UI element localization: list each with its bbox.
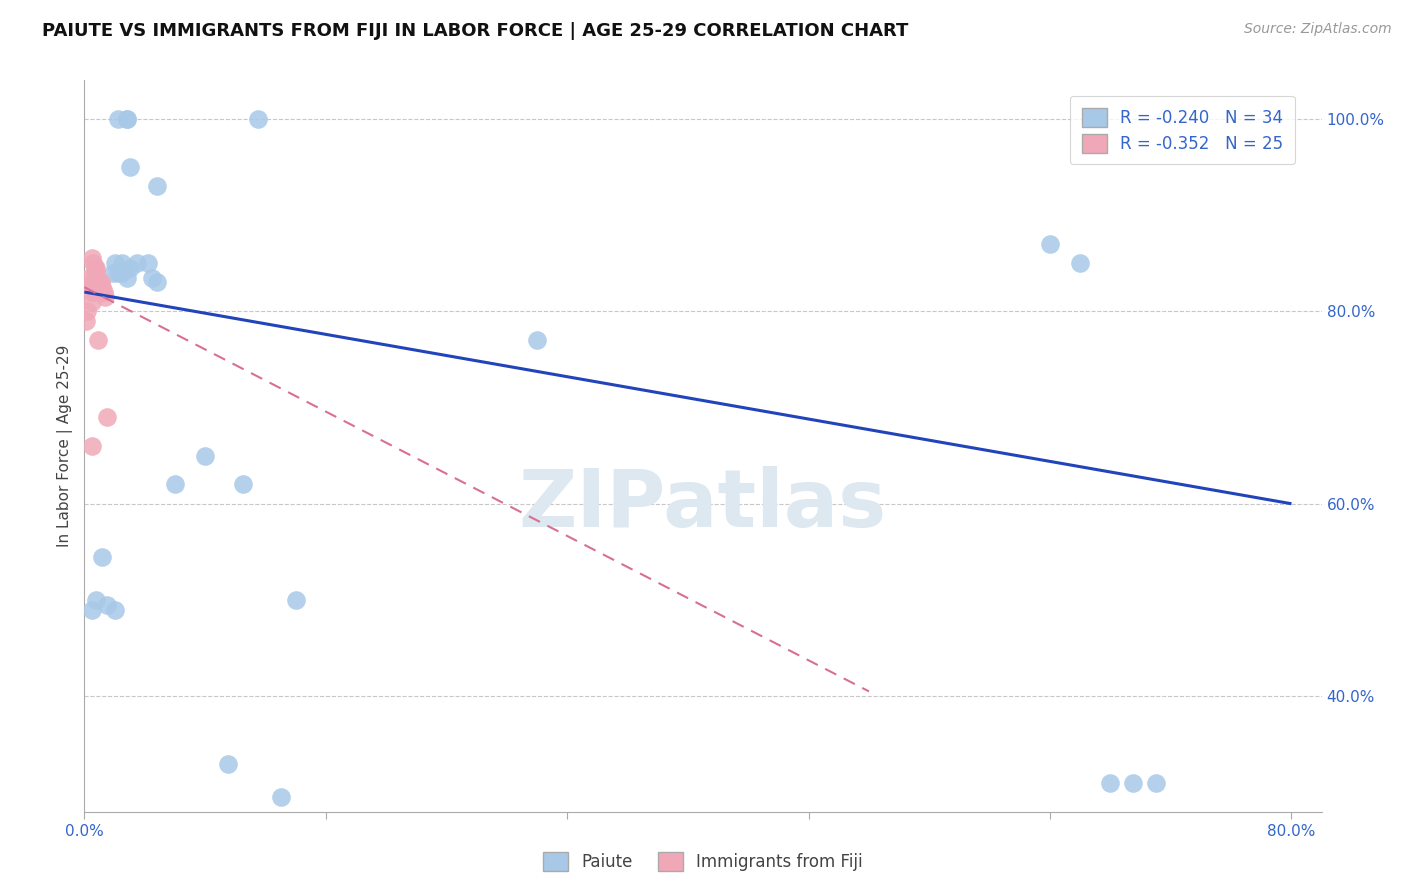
Point — [141, 270, 163, 285]
Point — [107, 112, 129, 126]
Point — [82, 276, 104, 290]
Point — [96, 410, 118, 425]
Point — [146, 276, 169, 290]
Point — [82, 256, 104, 270]
Point — [84, 285, 107, 299]
Point — [194, 449, 217, 463]
Point — [146, 179, 169, 194]
Point — [86, 266, 108, 280]
Point — [118, 260, 141, 275]
Point — [89, 276, 111, 290]
Point — [84, 260, 107, 275]
Text: PAIUTE VS IMMIGRANTS FROM FIJI IN LABOR FORCE | AGE 25-29 CORRELATION CHART: PAIUTE VS IMMIGRANTS FROM FIJI IN LABOR … — [42, 22, 908, 40]
Text: ZIPatlas: ZIPatlas — [519, 466, 887, 543]
Point — [80, 285, 103, 299]
Point — [86, 260, 108, 275]
Y-axis label: In Labor Force | Age 25-29: In Labor Force | Age 25-29 — [58, 345, 73, 547]
Point — [115, 112, 138, 126]
Point — [1122, 776, 1144, 790]
Point — [91, 280, 114, 294]
Point — [103, 602, 125, 616]
Point — [136, 256, 159, 270]
Point — [111, 266, 134, 280]
Point — [91, 285, 114, 299]
Point — [232, 477, 254, 491]
Point — [87, 333, 110, 347]
Point — [246, 112, 269, 126]
Point — [526, 333, 548, 347]
Point — [86, 593, 108, 607]
Point — [163, 477, 186, 491]
Point — [87, 276, 110, 290]
Point — [217, 756, 239, 771]
Point — [111, 256, 134, 270]
Point — [75, 314, 97, 328]
Point — [101, 266, 124, 280]
Point — [103, 256, 125, 270]
Point — [94, 290, 117, 304]
Point — [86, 270, 108, 285]
Point — [76, 304, 98, 318]
Point — [93, 285, 115, 299]
Point — [1069, 256, 1091, 270]
Point — [1039, 236, 1062, 251]
Point — [1144, 776, 1167, 790]
Point — [91, 549, 114, 564]
Text: Source: ZipAtlas.com: Source: ZipAtlas.com — [1244, 22, 1392, 37]
Point — [115, 112, 138, 126]
Point — [96, 598, 118, 612]
Point — [118, 160, 141, 174]
Point — [80, 439, 103, 453]
Point — [1099, 776, 1122, 790]
Point — [80, 294, 103, 309]
Point — [284, 593, 307, 607]
Point — [79, 280, 101, 294]
Legend: R = -0.240   N = 34, R = -0.352   N = 25: R = -0.240 N = 34, R = -0.352 N = 25 — [1070, 96, 1295, 164]
Point — [84, 266, 107, 280]
Point — [107, 266, 129, 280]
Point — [115, 270, 138, 285]
Point — [89, 276, 111, 290]
Point — [80, 602, 103, 616]
Point — [77, 270, 100, 285]
Point — [80, 252, 103, 266]
Point — [90, 276, 112, 290]
Point — [127, 256, 149, 270]
Legend: Paiute, Immigrants from Fiji: Paiute, Immigrants from Fiji — [534, 843, 872, 880]
Point — [270, 790, 292, 805]
